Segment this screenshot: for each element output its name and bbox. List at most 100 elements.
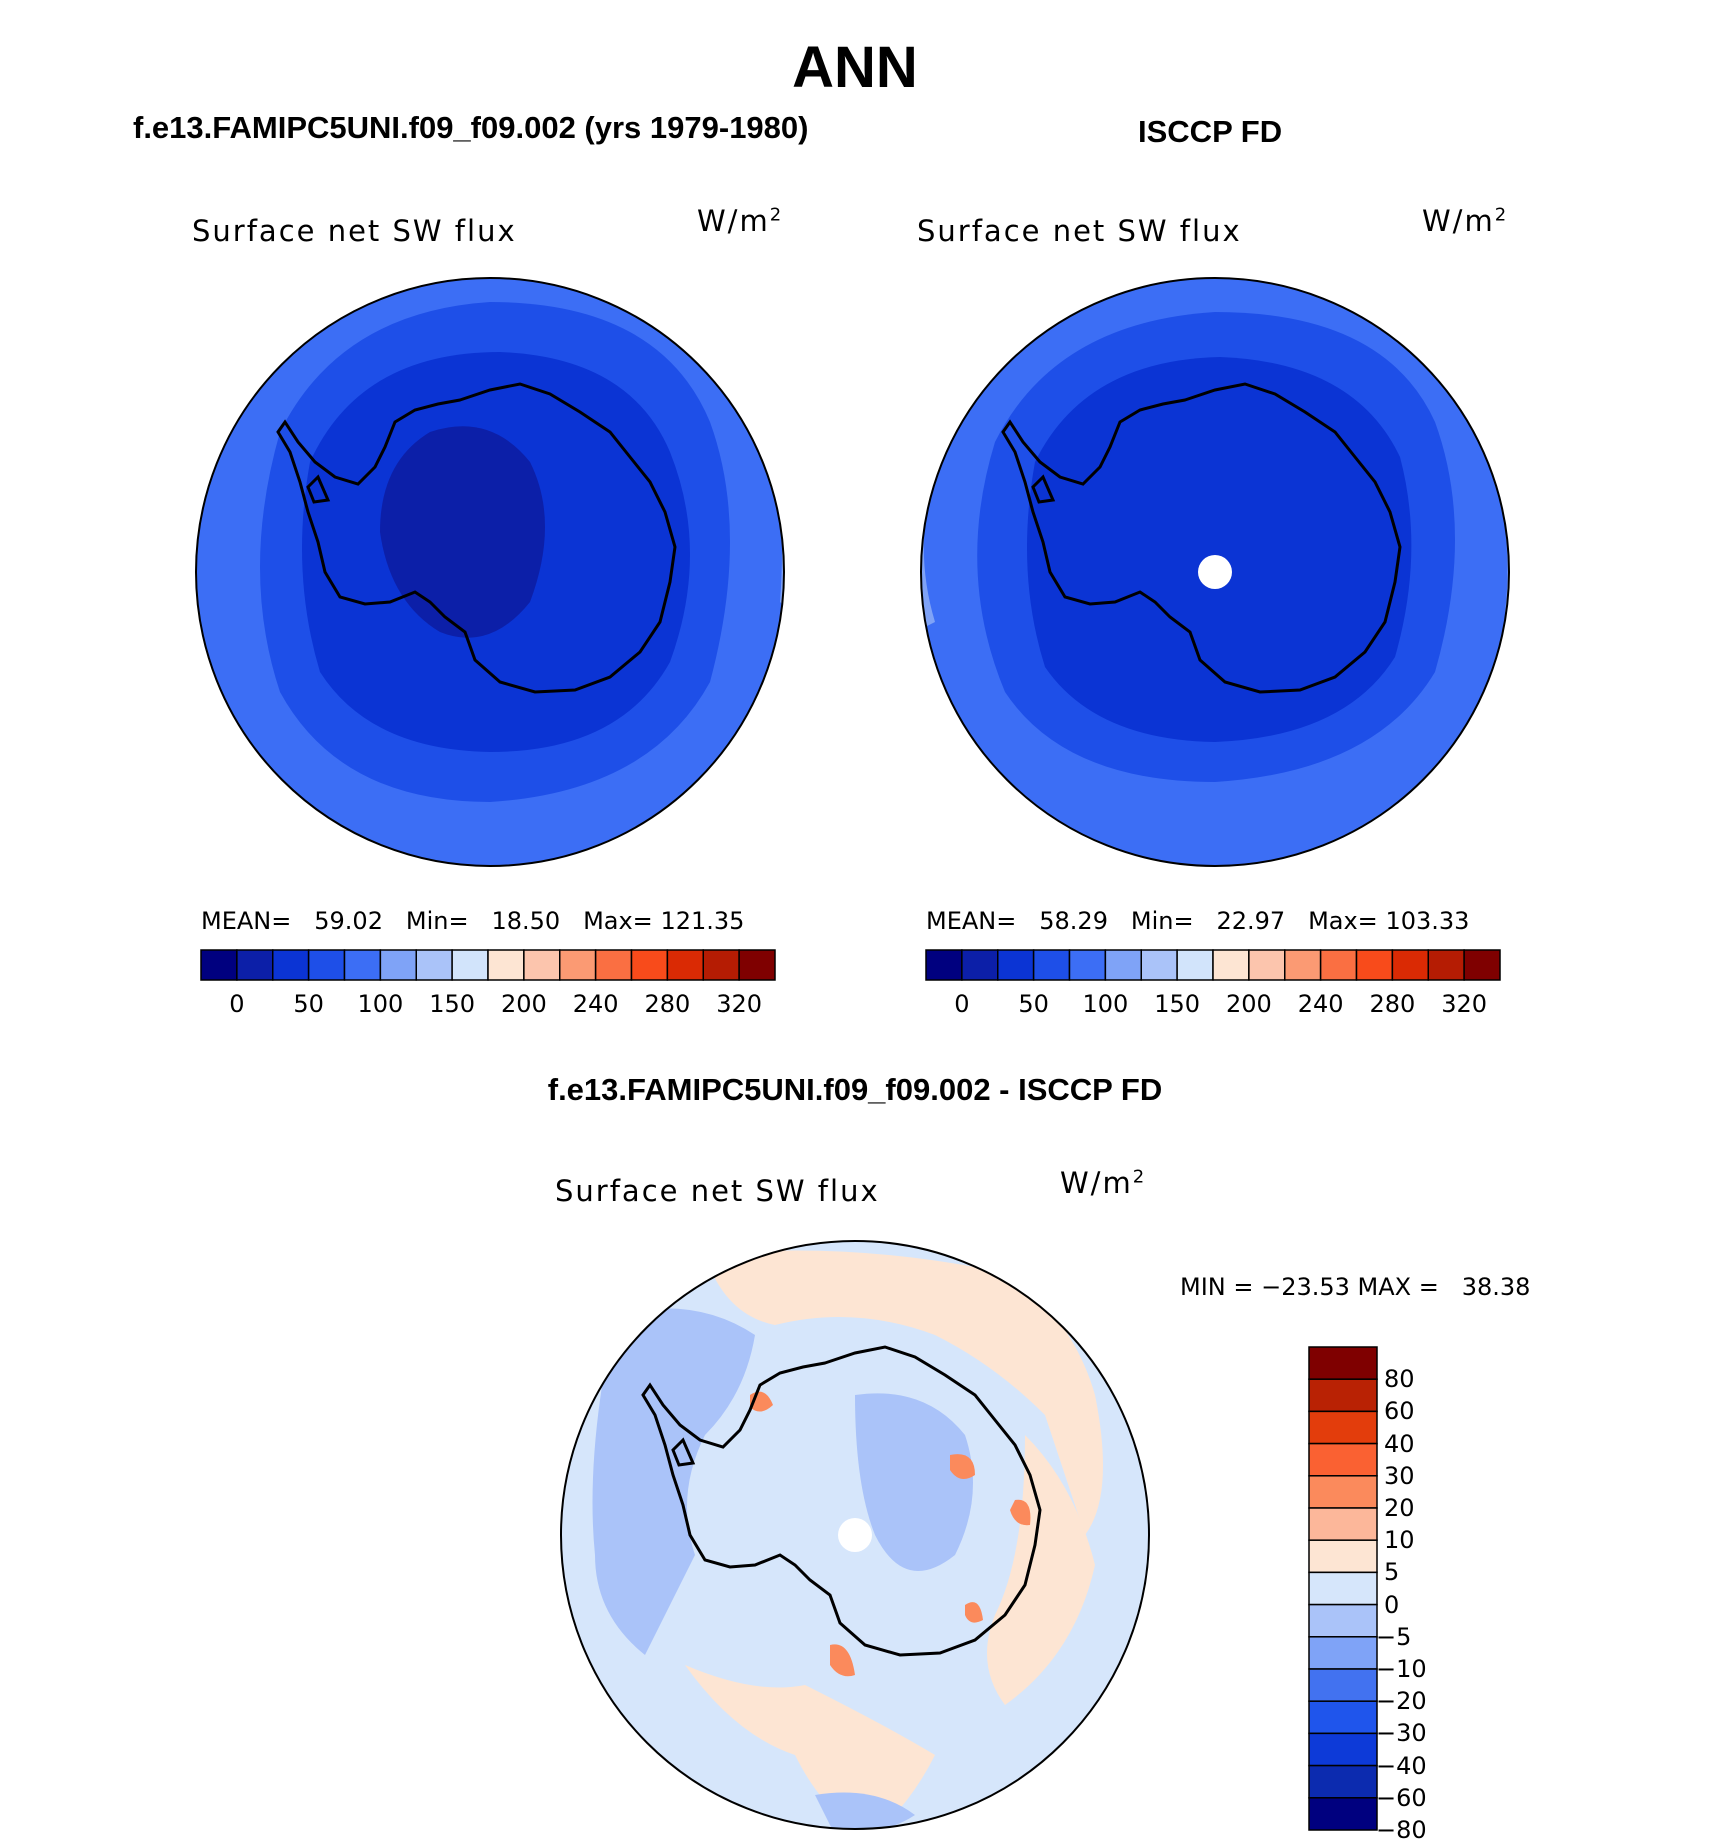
colorbar-swatch	[523, 949, 561, 981]
colorbar-tick-label: −30	[1376, 1719, 1427, 1748]
colorbar-swatch	[1308, 1378, 1378, 1413]
colorbar-swatch	[1308, 1700, 1378, 1735]
model-variable-label: Surface net SW flux	[192, 214, 517, 248]
colorbar-swatch	[1212, 949, 1250, 981]
colorbar-tick-label: −10	[1376, 1655, 1427, 1683]
colorbar-tick-label: 60	[1384, 1397, 1415, 1426]
obs-case-title: ISCCP FD	[1138, 114, 1283, 149]
colorbar-tick-label: 320	[1441, 990, 1488, 1018]
colorbar-tick-label: 0	[1384, 1590, 1400, 1619]
colorbar-tick-label: 200	[500, 990, 547, 1018]
obs-units: W/m2	[1422, 204, 1509, 238]
colorbar-tick-label: 100	[1082, 990, 1129, 1018]
colorbar-tick-label: −40	[1376, 1751, 1427, 1780]
obs-pole-missing	[1198, 555, 1232, 589]
model-continent-outline	[276, 382, 677, 694]
diff-field-strong-positive-1	[950, 1454, 975, 1479]
obs-map-boundary	[920, 277, 1510, 867]
model-colorbar-ticks: 0 50 100 150 200 240 280 320	[201, 990, 775, 1020]
colorbar-swatch	[594, 949, 633, 981]
diff-variable-label: Surface net SW flux	[555, 1174, 880, 1208]
diff-field-positive-north	[705, 1250, 1103, 1535]
colorbar-swatch	[1308, 1442, 1378, 1477]
diff-colorbar	[1308, 1346, 1378, 1831]
obs-colorbar-ticks: 0 50 100 150 200 240 280 320	[926, 990, 1500, 1020]
colorbar-tick-label: 80	[1384, 1365, 1415, 1394]
diff-field-negative-interior	[855, 1393, 973, 1571]
colorbar-tick-label: −5	[1376, 1622, 1412, 1651]
colorbar-tick-label: 40	[1384, 1429, 1415, 1458]
colorbar-swatch	[630, 949, 669, 981]
colorbar-swatch	[925, 949, 963, 981]
colorbar-tick-label: 280	[644, 990, 691, 1018]
colorbar-tick-label: 50	[1018, 990, 1049, 1018]
colorbar-swatch	[1140, 949, 1178, 981]
colorbar-tick-label: −80	[1376, 1816, 1427, 1844]
model-case-title: f.e13.FAMIPC5UNI.f09_f09.002 (yrs 1979-1…	[133, 110, 809, 145]
colorbar-swatch	[961, 949, 999, 981]
colorbar-swatch	[1427, 949, 1465, 981]
colorbar-tick-label: 200	[1225, 990, 1272, 1018]
colorbar-swatch	[1308, 1539, 1378, 1574]
colorbar-tick-label: 100	[357, 990, 404, 1018]
diff-field-strong-positive-3	[830, 1644, 855, 1677]
model-colorbar	[200, 949, 776, 981]
diff-units: W/m2	[1060, 1166, 1147, 1200]
colorbar-swatch	[1308, 1764, 1378, 1799]
obs-variable-label: Surface net SW flux	[917, 214, 1242, 248]
diff-colorbar-ticks: 80 60 40 30 20 10 5 0 −5 −10 −20 −30 −40 −60 −80	[1376, 1347, 1464, 1844]
colorbar-swatch	[415, 949, 453, 981]
diff-polar-map	[560, 1240, 1150, 1830]
colorbar-tick-label: 0	[229, 990, 245, 1018]
model-stats: MEAN= 59.02 Min= 18.50 Max= 121.35	[201, 907, 745, 935]
colorbar-swatch	[487, 949, 525, 981]
colorbar-tick-label: 240	[572, 990, 619, 1018]
colorbar-tick-label: 280	[1369, 990, 1416, 1018]
colorbar-swatch	[1308, 1410, 1378, 1445]
diff-field-negative-south	[815, 1792, 915, 1829]
colorbar-swatch	[1308, 1797, 1378, 1831]
colorbar-swatch	[1248, 949, 1286, 981]
obs-field-band-inner	[1027, 357, 1412, 742]
colorbar-swatch	[307, 949, 346, 981]
colorbar-swatch	[379, 949, 417, 981]
diff-pole-missing	[838, 1518, 872, 1552]
colorbar-swatch	[559, 949, 597, 981]
colorbar-swatch	[1104, 949, 1142, 981]
colorbar-tick-label: −20	[1376, 1687, 1427, 1716]
colorbar-tick-label: 0	[954, 990, 970, 1018]
colorbar-swatch	[236, 949, 274, 981]
colorbar-swatch	[1308, 1636, 1378, 1670]
page-title: ANN	[792, 35, 918, 100]
model-field-band-core	[380, 426, 545, 638]
colorbar-tick-label: 240	[1297, 990, 1344, 1018]
diff-minmax: MIN = −23.53 MAX = 38.38	[1180, 1273, 1531, 1301]
colorbar-swatch	[1284, 949, 1322, 981]
diff-field-strong-positive-2	[1010, 1499, 1031, 1526]
colorbar-tick-label: 320	[716, 990, 763, 1018]
colorbar-swatch	[1032, 949, 1071, 981]
colorbar-swatch	[1308, 1475, 1378, 1509]
colorbar-swatch	[997, 949, 1035, 981]
obs-stats: MEAN= 58.29 Min= 22.97 Max= 103.33	[926, 907, 1470, 935]
colorbar-swatch	[343, 949, 382, 981]
obs-polar-map	[920, 277, 1510, 867]
obs-continent-outline	[1001, 382, 1402, 694]
diff-field-strong-positive-5	[965, 1602, 983, 1623]
colorbar-tick-label: 10	[1384, 1526, 1415, 1555]
colorbar-swatch	[1355, 949, 1394, 981]
model-map-boundary	[195, 277, 785, 867]
colorbar-swatch	[1319, 949, 1358, 981]
colorbar-swatch	[1068, 949, 1107, 981]
colorbar-swatch	[451, 949, 489, 981]
diff-field-positive-south	[685, 1665, 935, 1827]
colorbar-swatch	[1463, 949, 1501, 981]
colorbar-swatch	[272, 949, 310, 981]
colorbar-swatch	[1308, 1603, 1378, 1638]
model-polar-map	[195, 277, 785, 867]
colorbar-swatch	[200, 949, 238, 981]
colorbar-tick-label: 150	[1154, 990, 1201, 1018]
diff-case-title: f.e13.FAMIPC5UNI.f09_f09.002 - ISCCP FD	[547, 1072, 1163, 1107]
colorbar-swatch	[1308, 1346, 1378, 1380]
diff-field-positive-east	[987, 1435, 1095, 1705]
